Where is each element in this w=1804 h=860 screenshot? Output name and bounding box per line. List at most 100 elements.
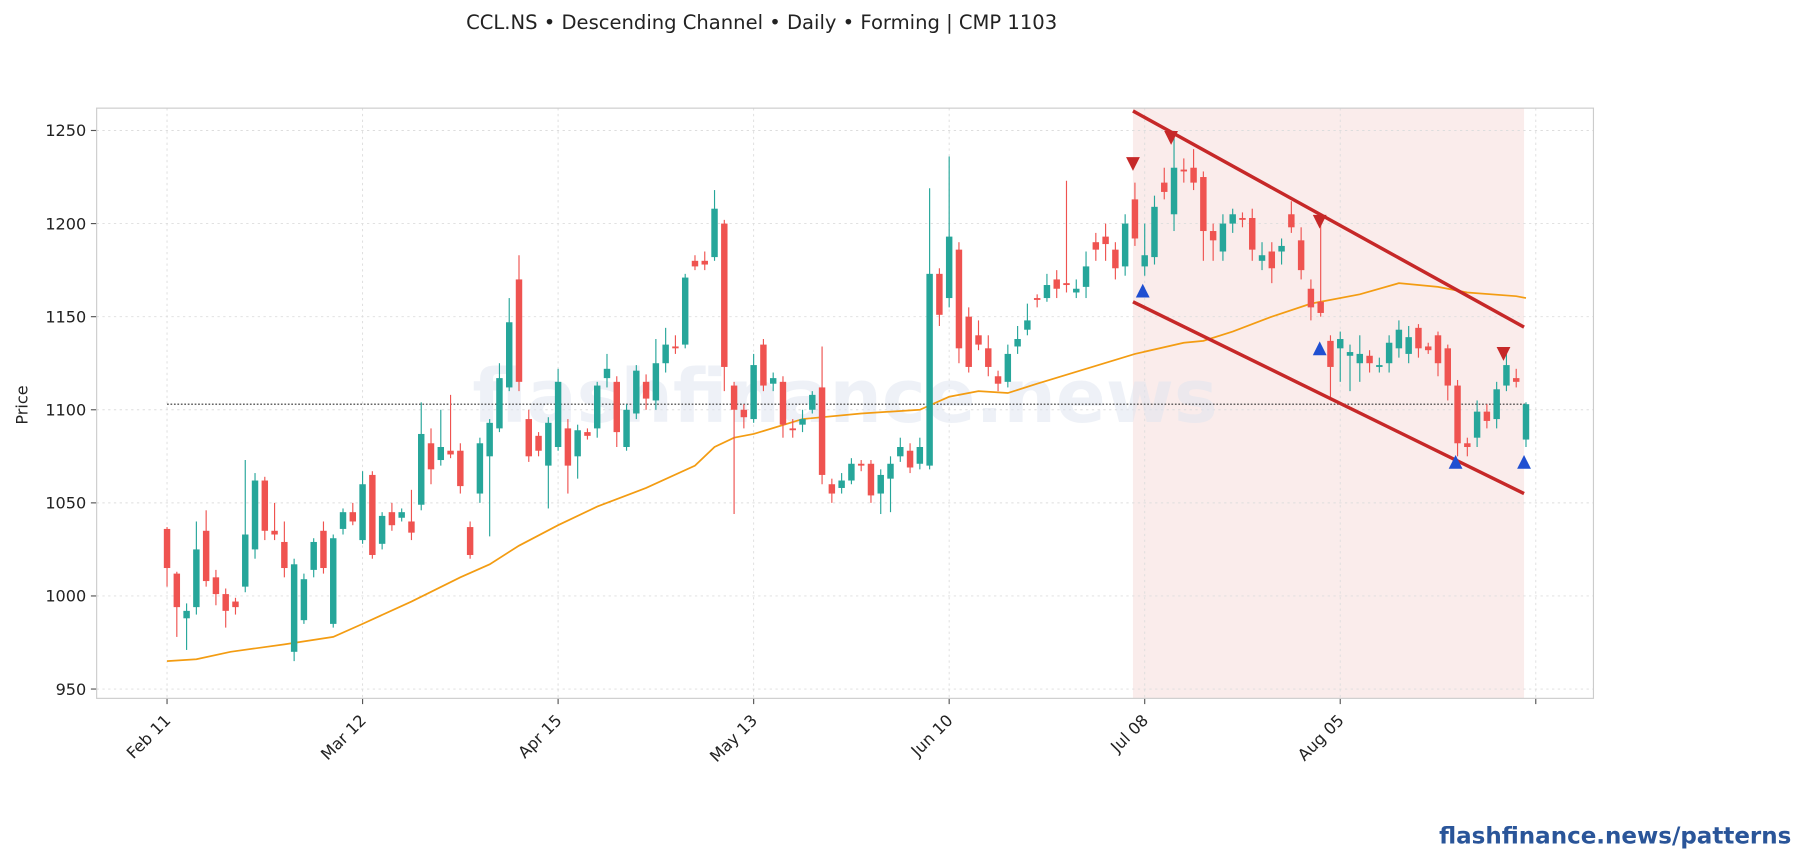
candle-body <box>1112 249 1119 269</box>
y-tick-label: 1050 <box>45 494 86 513</box>
candle-body <box>1033 298 1041 300</box>
candle-body <box>339 512 347 529</box>
candle-body <box>701 260 708 265</box>
candle-body <box>1434 335 1442 364</box>
candle-body <box>760 344 767 386</box>
candle-body <box>1297 240 1305 271</box>
candle-body <box>574 430 581 457</box>
candle-body <box>1229 214 1236 224</box>
candle-body <box>769 378 777 384</box>
candle-body <box>1014 339 1021 347</box>
candle-body <box>525 419 532 457</box>
candle-body <box>887 463 894 479</box>
y-tick-label: 1150 <box>45 307 86 326</box>
candle-body <box>789 428 796 431</box>
candle-body <box>857 463 865 466</box>
candle-body <box>193 549 200 608</box>
chart-title: CCL.NS • Descending Channel • Daily • Fo… <box>466 11 1057 34</box>
candle-body <box>652 363 660 401</box>
candle-body <box>681 277 689 345</box>
candle-body <box>1444 348 1452 386</box>
candle-body <box>750 365 757 420</box>
x-tick-label: Jun 10 <box>907 711 957 761</box>
candle-body <box>564 428 572 466</box>
candle-body <box>1219 223 1227 252</box>
y-tick-label: 1250 <box>45 121 86 140</box>
candle-body <box>593 385 601 429</box>
trough-marker <box>1135 283 1150 298</box>
candle-body <box>1082 266 1090 287</box>
x-tick-label: Feb 11 <box>123 711 175 763</box>
candle-body <box>1376 365 1383 367</box>
candle-body <box>1209 231 1217 241</box>
candle-body <box>466 527 474 555</box>
candle-body <box>202 530 210 582</box>
candle-body <box>799 419 806 425</box>
candle-body <box>1327 340 1334 367</box>
candle-body <box>447 450 454 455</box>
candle-body <box>1268 251 1276 269</box>
candle-body <box>408 521 415 533</box>
candle-body <box>936 273 943 315</box>
candle-body <box>1278 245 1285 252</box>
x-tick-label: Jul 08 <box>1106 711 1152 757</box>
candle-body <box>310 541 317 570</box>
candle-body <box>965 316 972 367</box>
candle-body <box>1366 355 1373 364</box>
candle-body <box>496 378 503 429</box>
candle-body <box>945 236 953 299</box>
candle-body <box>1307 288 1315 308</box>
candle-body <box>261 480 269 531</box>
x-tick-label: Aug 05 <box>1294 711 1348 765</box>
candle-body <box>281 541 288 569</box>
x-tick-label: May 13 <box>706 711 761 766</box>
candle-body <box>1141 255 1148 267</box>
candle-body <box>222 594 229 611</box>
candle-body <box>378 515 386 544</box>
candle-body <box>1483 411 1491 421</box>
candle-body <box>1473 411 1481 438</box>
candle-body <box>290 564 298 652</box>
candle-body <box>1151 206 1158 258</box>
y-tick-label: 1100 <box>45 401 86 420</box>
candle-body <box>730 385 738 410</box>
candle-body <box>1190 167 1197 183</box>
candle-body <box>1239 217 1246 220</box>
candle-body <box>359 484 366 541</box>
candle-body <box>457 450 464 487</box>
candle-body <box>515 279 523 382</box>
footer-link: flashfinance.news/patterns <box>1439 823 1791 849</box>
candle-body <box>418 433 425 505</box>
candle-body <box>173 573 181 608</box>
candle-body <box>1464 443 1471 448</box>
x-tick-label: Mar 12 <box>317 711 370 764</box>
peak-marker <box>1312 214 1327 229</box>
candle-body <box>330 538 337 624</box>
candle-body <box>388 512 396 526</box>
candle-body <box>623 409 630 448</box>
trough-marker <box>1448 454 1463 469</box>
watermark: flashfinance.news <box>472 355 1217 440</box>
candle-body <box>779 381 787 425</box>
candle-body <box>1200 177 1207 232</box>
candle-body <box>232 601 239 608</box>
candle-body <box>1503 365 1510 386</box>
candle-body <box>1043 285 1051 299</box>
candle-body <box>721 223 728 367</box>
candle-body <box>642 381 650 399</box>
candle-body <box>437 447 445 461</box>
candle-body <box>838 480 845 488</box>
candle-body <box>486 422 493 457</box>
candle-body <box>427 443 435 470</box>
candle-body <box>916 447 924 464</box>
candle-body <box>369 474 376 555</box>
candle-body <box>535 435 542 451</box>
candle-body <box>554 381 562 448</box>
candle-body <box>877 474 884 494</box>
candle-body <box>848 463 855 481</box>
candle-body <box>975 335 982 345</box>
x-tick-label: Apr 15 <box>514 711 565 762</box>
candle-body <box>584 432 591 436</box>
candle-body <box>897 447 904 457</box>
